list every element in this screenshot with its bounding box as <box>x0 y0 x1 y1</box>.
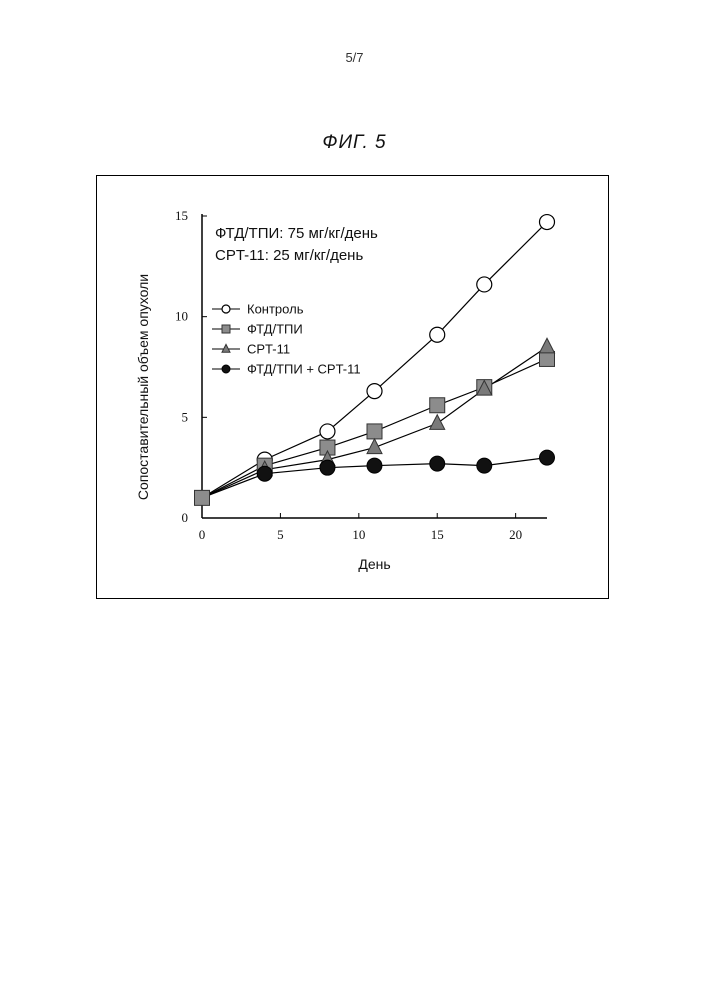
data-point <box>477 277 492 292</box>
legend-marker <box>222 344 230 352</box>
legend-marker <box>222 325 230 333</box>
x-tick-label: 15 <box>431 527 444 542</box>
x-tick-label: 0 <box>199 527 206 542</box>
data-point <box>430 456 445 471</box>
x-tick-label: 5 <box>277 527 284 542</box>
data-point <box>540 338 555 353</box>
data-point <box>195 490 210 505</box>
data-point <box>367 384 382 399</box>
data-point <box>540 450 555 465</box>
data-point <box>367 424 382 439</box>
legend-label: CPT-11 <box>247 342 290 357</box>
y-tick-label: 0 <box>182 510 189 525</box>
data-point <box>430 398 445 413</box>
data-point <box>257 466 272 481</box>
data-point <box>367 458 382 473</box>
data-point <box>540 215 555 230</box>
data-point <box>367 439 382 454</box>
chart-svg: 0 5 10 15 0 5 10 15 20 День Сопоставительный объем… <box>97 176 610 600</box>
data-point <box>320 424 335 439</box>
x-tick-label: 20 <box>509 527 522 542</box>
annotation-text: ФТД/ТПИ: 75 мг/кг/день <box>215 225 378 242</box>
legend-marker <box>222 365 230 373</box>
page-number: 5/7 <box>0 50 709 65</box>
legend-marker <box>222 305 230 313</box>
x-tick-label: 10 <box>352 527 365 542</box>
data-point <box>540 351 555 366</box>
legend-label: ФТД/ТПИ <box>247 322 303 337</box>
chart-frame: 0 5 10 15 0 5 10 15 20 День Сопоставительный объем… <box>96 175 609 599</box>
x-axis-label: День <box>358 556 390 572</box>
data-point <box>477 458 492 473</box>
data-point <box>430 327 445 342</box>
data-point <box>430 415 445 430</box>
legend-label: Контроль <box>247 302 304 317</box>
data-point <box>320 460 335 475</box>
y-tick-label: 15 <box>175 208 188 223</box>
y-axis-label: Сопоставительный объем опухоли <box>135 274 151 500</box>
figure-title: ФИГ. 5 <box>0 132 709 154</box>
y-tick-label: 5 <box>182 409 189 424</box>
annotation-text: CPT-11: 25 мг/кг/день <box>215 247 363 264</box>
legend-label: ФТД/ТПИ + CPT-11 <box>247 362 361 377</box>
y-tick-label: 10 <box>175 309 188 324</box>
